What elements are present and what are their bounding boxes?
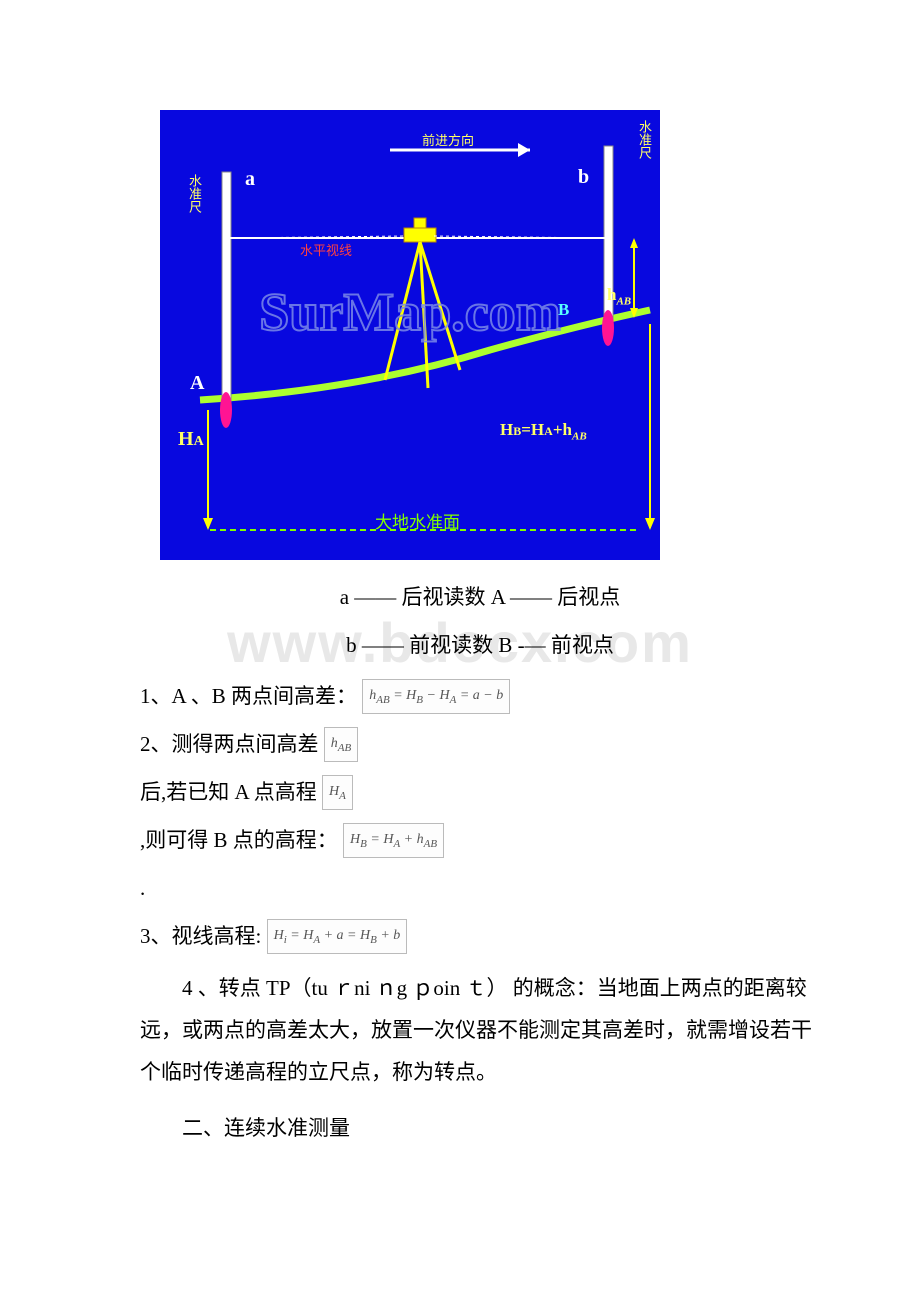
hb-eq-label: HB=HA+hAB — [500, 420, 587, 442]
item-1: 1、A 、B 两点间高差： hAB = HB − HA = a − b — [140, 675, 820, 717]
item-2-text2: 后,若已知 A 点高程 — [140, 780, 322, 804]
item-3-prefix: 3、视线高程: — [140, 924, 267, 948]
item-1-prefix: 1、A 、B 两点间高差： — [140, 684, 357, 708]
diagram-watermark: SurMap.com — [259, 282, 561, 342]
item-2-line1: 2、测得两点间高差 hAB — [140, 723, 820, 765]
item-2-prefix: 2、测得两点间高差 — [140, 732, 324, 756]
formula-hi: Hi = HA + a = HB + b — [267, 919, 408, 954]
item-2-line3: ,则可得 B 点的高程： HB = HA + hAB — [140, 819, 820, 861]
a-mark: a — [245, 168, 255, 191]
sight-line-label: 水平视线 — [300, 240, 352, 259]
formula-hb-eq: HB = HA + hAB — [343, 823, 444, 858]
lone-dot: . — [140, 867, 820, 909]
hab-label: hAB — [607, 285, 631, 307]
formula-ha: HA — [322, 775, 353, 810]
ruler-a-label: 水准尺 — [185, 174, 204, 213]
forward-direction-label: 前进方向 — [422, 130, 474, 149]
point-a-label: A — [190, 372, 204, 395]
point-b-label: B — [558, 300, 569, 320]
caption-line-2: b —— 前视读数 B -— 前视点 — [140, 628, 820, 664]
caption-line-1: a —— 后视读数 A —— 后视点 — [140, 580, 820, 616]
ruler-b-label: 水准尺 — [635, 120, 654, 159]
diagram-canvas: SurMap.com 前进方向 水准尺 水准尺 a b 水平视线 A B hAB… — [160, 110, 660, 560]
item-3: 3、视线高程: Hi = HA + a = HB + b — [140, 915, 820, 957]
b-mark: b — [578, 166, 589, 189]
item-4: 4 、转点 TP（tu ｒni ｎg ｐoin ｔ） 的概念：当地面上两点的距离… — [140, 967, 820, 1093]
leveling-diagram: SurMap.com 前进方向 水准尺 水准尺 a b 水平视线 A B hAB… — [160, 110, 660, 560]
ha-label: HA — [178, 428, 204, 451]
formula-hab-eq: hAB = HB − HA = a − b — [362, 679, 510, 714]
heading-2: 二、连续水准测量 — [140, 1107, 820, 1149]
geoid-label: 大地水准面 — [375, 508, 460, 533]
item-2-text3: ,则可得 B 点的高程： — [140, 828, 338, 852]
formula-hab: hAB — [324, 727, 358, 762]
item-2-line2: 后,若已知 A 点高程 HA — [140, 771, 820, 813]
